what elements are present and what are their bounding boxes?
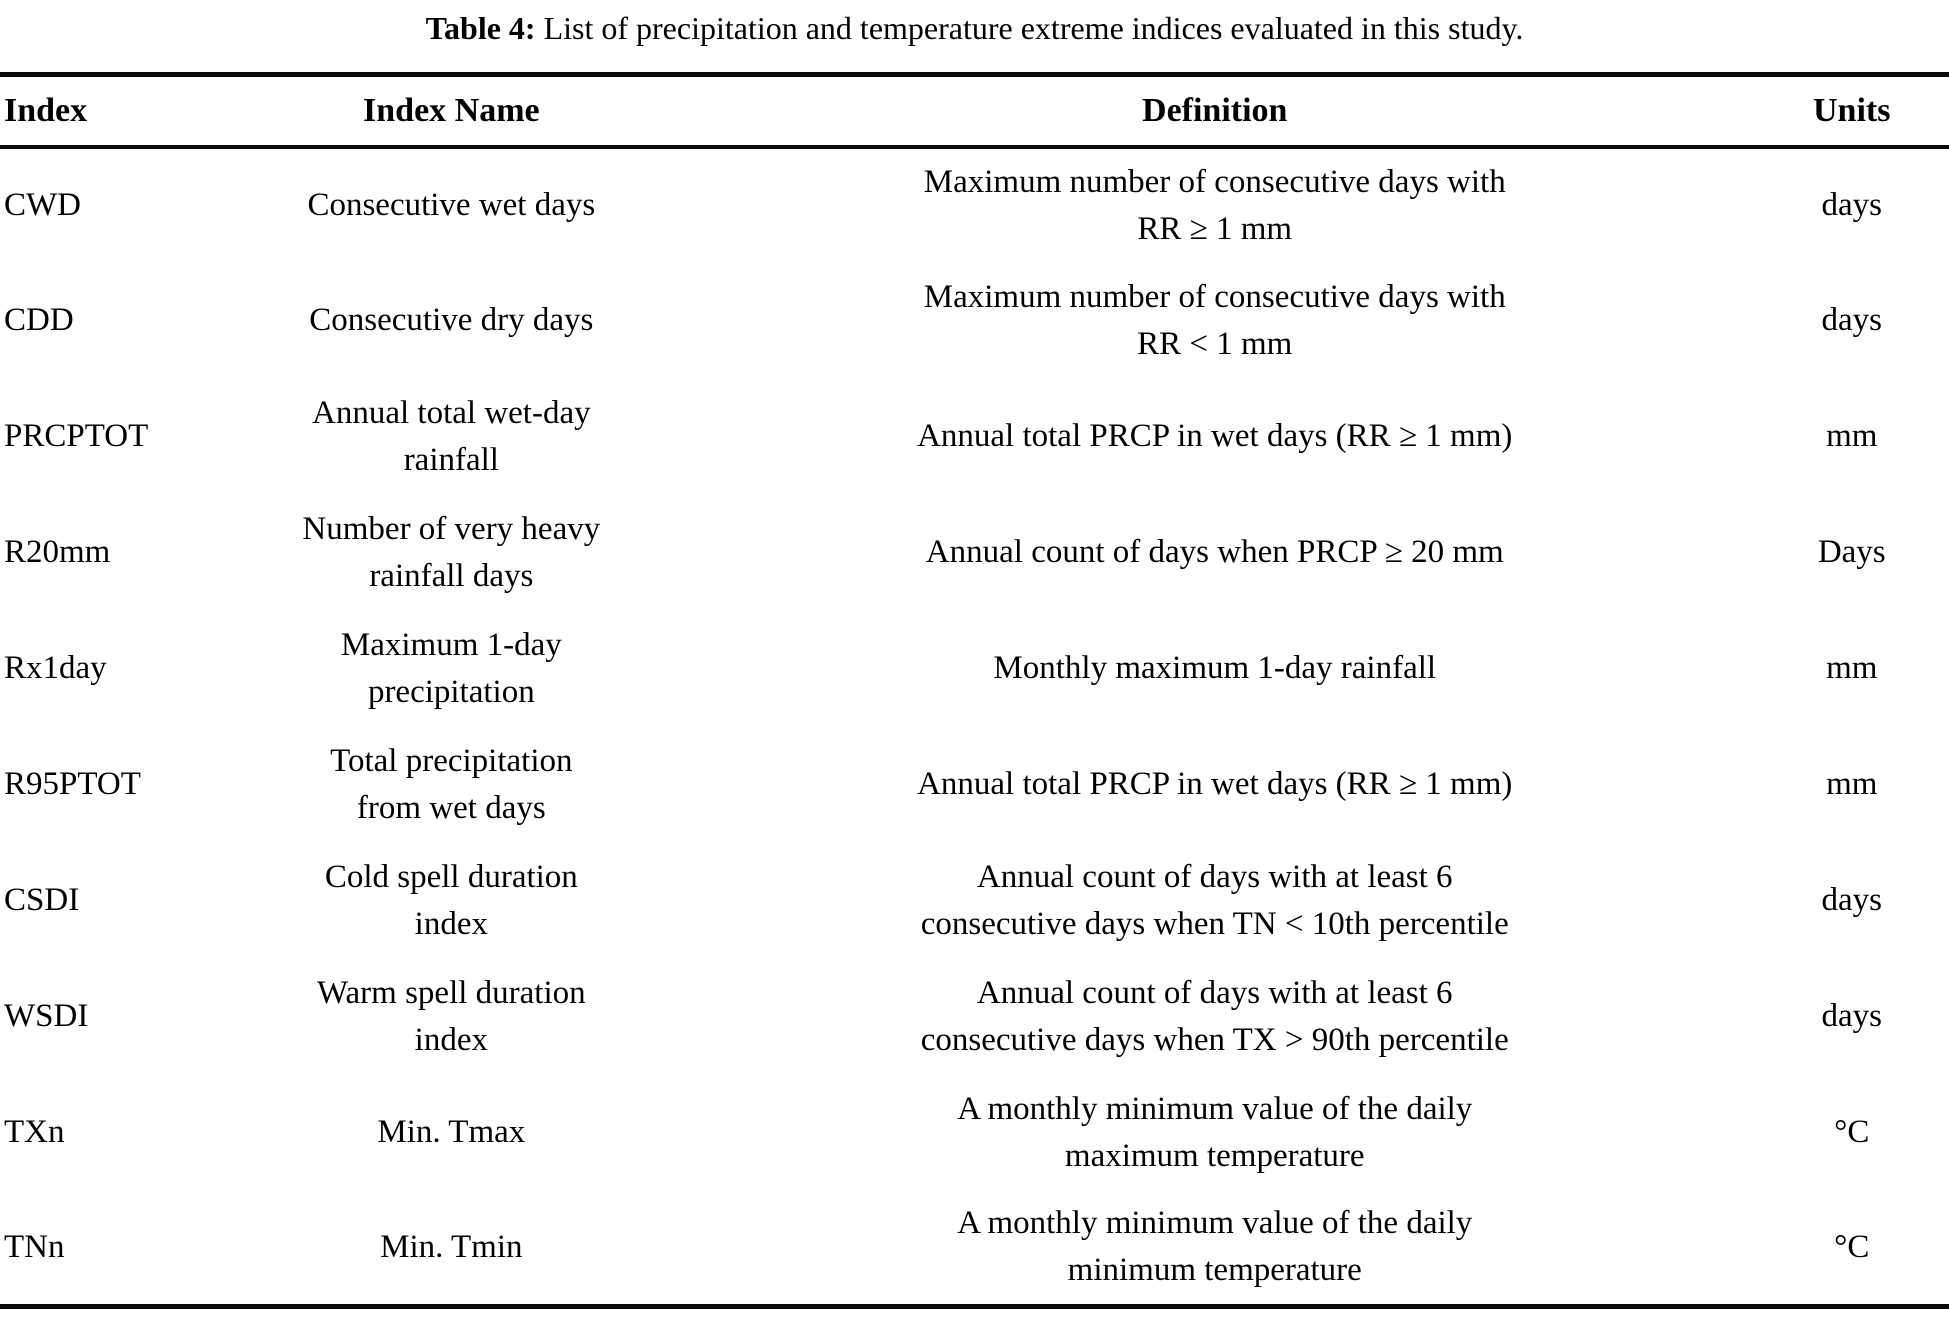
index-cell: WSDI — [4, 998, 89, 1035]
extreme-indices-table: Index Index Name Definition Units CWD Co… — [0, 72, 1949, 1309]
table-caption-text: List of precipitation and temperature ex… — [535, 10, 1524, 46]
definition-cell: Annual count of days with at least 6 con… — [920, 974, 1509, 1058]
table-body: CWD Consecutive wet days Maximum number … — [0, 147, 1949, 1307]
table-header: Index Index Name Definition Units — [0, 75, 1949, 147]
name-cell: Min. Tmin — [380, 1228, 523, 1265]
index-cell: TXn — [4, 1114, 65, 1151]
index-cell: R20mm — [4, 534, 111, 571]
column-header-index: Index — [4, 91, 88, 129]
header-row: Index Index Name Definition Units — [0, 75, 1949, 147]
units-cell: mm — [1826, 418, 1878, 455]
units-cell: days — [1821, 998, 1882, 1035]
name-cell: Consecutive dry days — [309, 302, 594, 339]
name-cell: Min. Tmax — [377, 1114, 526, 1151]
name-cell: Number of very heavy rainfall days — [302, 510, 601, 594]
definition-cell: A monthly minimum value of the daily min… — [957, 1205, 1473, 1289]
index-cell: TNn — [4, 1228, 65, 1265]
index-cell: R95PTOT — [4, 766, 141, 803]
table-row: TNn Min. Tmin A monthly minimum value of… — [0, 1191, 1949, 1307]
definition-cell: Maximum number of consecutive days with … — [923, 163, 1506, 247]
table-row: Rx1day Maximum 1-day precipitation Month… — [0, 611, 1949, 727]
name-cell: Annual total wet-day rainfall — [312, 394, 591, 478]
name-cell: Cold spell duration index — [324, 858, 578, 942]
table-caption-label: Table 4: — [425, 10, 536, 46]
definition-cell: Maximum number of consecutive days with … — [923, 278, 1506, 362]
units-cell: Days — [1817, 534, 1886, 571]
name-cell: Maximum 1-day precipitation — [340, 626, 562, 710]
name-cell: Total precipitation from wet days — [330, 742, 573, 826]
table-row: TXn Min. Tmax A monthly minimum value of… — [0, 1075, 1949, 1191]
table-row: CWD Consecutive wet days Maximum number … — [0, 147, 1949, 263]
definition-cell: Annual count of days with at least 6 con… — [920, 858, 1509, 942]
units-cell: mm — [1826, 650, 1878, 687]
definition-cell: Monthly maximum 1-day rainfall — [993, 650, 1437, 687]
units-cell: days — [1821, 882, 1882, 919]
index-cell: Rx1day — [4, 650, 107, 687]
index-cell: CWD — [4, 187, 81, 224]
units-cell: mm — [1826, 766, 1878, 803]
units-cell: °C — [1834, 1228, 1870, 1265]
column-header-units: Units — [1813, 91, 1891, 129]
name-cell: Consecutive wet days — [307, 187, 596, 224]
name-cell: Warm spell duration index — [317, 974, 586, 1058]
units-cell: days — [1821, 187, 1882, 224]
column-header-index-name: Index Name — [363, 91, 540, 129]
column-header-definition: Definition — [1142, 91, 1288, 129]
index-cell: PRCPTOT — [4, 418, 149, 455]
definition-cell: Annual total PRCP in wet days (RR ≥ 1 mm… — [917, 766, 1513, 803]
table-row: CDD Consecutive dry days Maximum number … — [0, 263, 1949, 379]
units-cell: days — [1821, 302, 1882, 339]
table-row: WSDI Warm spell duration index Annual co… — [0, 959, 1949, 1075]
units-cell: °C — [1834, 1114, 1870, 1151]
definition-cell: Annual count of days when PRCP ≥ 20 mm — [925, 534, 1504, 571]
definition-cell: Annual total PRCP in wet days (RR ≥ 1 mm… — [917, 418, 1513, 455]
table-row: R95PTOT Total precipitation from wet day… — [0, 727, 1949, 843]
index-cell: CDD — [4, 302, 74, 339]
table-row: PRCPTOT Annual total wet-day rainfall An… — [0, 379, 1949, 495]
table-row: CSDI Cold spell duration index Annual co… — [0, 843, 1949, 959]
table-row: R20mm Number of very heavy rainfall days… — [0, 495, 1949, 611]
table-caption: Table 4: List of precipitation and tempe… — [0, 8, 1949, 48]
index-cell: CSDI — [4, 882, 80, 919]
definition-cell: A monthly minimum value of the daily max… — [957, 1090, 1473, 1174]
